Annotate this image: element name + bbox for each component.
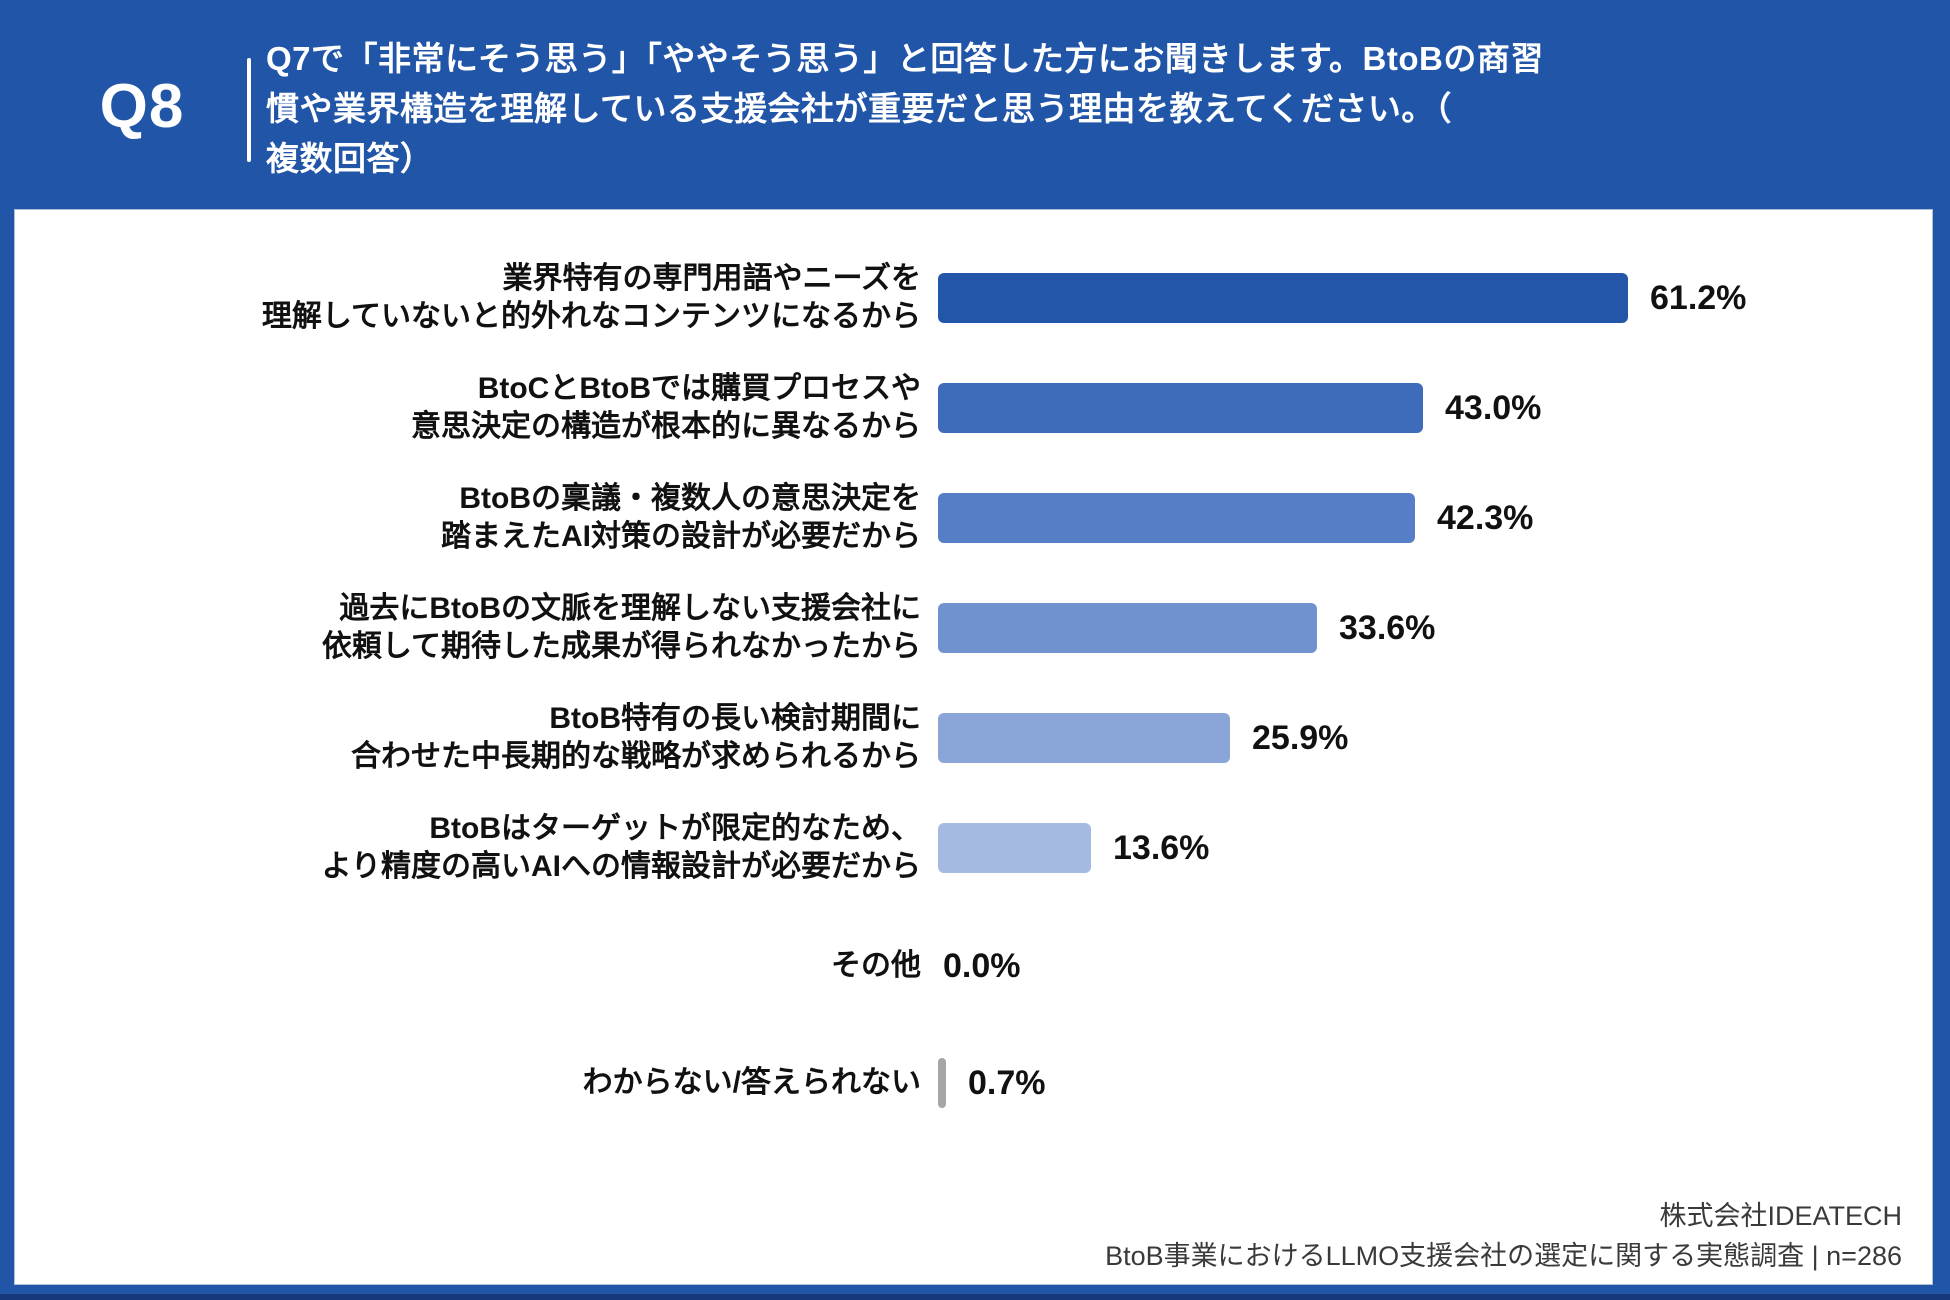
chart-row: その他 0.0% (15, 916, 1915, 1016)
category-label: BtoB特有の長い検討期間に 合わせた中長期的な戦略が求められるから (351, 702, 921, 773)
value-label: 33.6% (1339, 608, 1436, 647)
question-text: Q7で「非常にそう思う」「ややそう思う」と回答した方にお聞きします。BtoBの商… (266, 40, 1544, 177)
chart-row: BtoBはターゲットが限定的なため、 より精度の高いAIへの情報設計が必要だから… (15, 798, 1915, 898)
header-divider (247, 58, 251, 162)
chart-row: BtoB特有の長い検討期間に 合わせた中長期的な戦略が求められるから 25.9% (15, 688, 1915, 788)
value-label: 0.0% (943, 946, 1021, 985)
value-label: 13.6% (1113, 828, 1210, 867)
category-label: その他 (831, 949, 921, 982)
category-label: 業界特有の専門用語やニーズを 理解していないと的外れなコンテンツになるから (261, 262, 921, 333)
value-label: 61.2% (1650, 278, 1747, 317)
frame-bottom-edge (0, 1294, 1950, 1300)
bar (938, 273, 1628, 323)
company-name: 株式会社IDEATECH (1659, 1201, 1902, 1231)
category-label: BtoBはターゲットが限定的なため、 より精度の高いAIへの情報設計が必要だから (321, 812, 921, 883)
category-label: BtoCとBtoBでは購買プロセスや 意思決定の構造が根本的に異なるから (411, 372, 921, 443)
category-label: BtoBの稟議・複数人の意思決定を 踏まえたAI対策の設計が必要だから (441, 482, 921, 553)
source-footer: 株式会社IDEATECH BtoB事業におけるLLMO支援会社の選定に関する実態… (1105, 1196, 1902, 1276)
value-label: 0.7% (968, 1063, 1046, 1102)
bar (938, 713, 1230, 763)
value-label: 25.9% (1252, 718, 1349, 757)
question-header: Q8 Q7で「非常にそう思う」「ややそう思う」と回答した方にお聞きします。Bto… (0, 0, 1950, 209)
category-label: 過去にBtoBの文脈を理解しない支援会社に 依頼して期待した成果が得られなかった… (321, 592, 921, 663)
chart-row: わからない/答えられない 0.7% (15, 1033, 1915, 1133)
bar (938, 603, 1317, 653)
bar (938, 383, 1423, 433)
bar (938, 823, 1091, 873)
value-label: 43.0% (1445, 388, 1542, 427)
question-number: Q8 (99, 72, 185, 141)
chart-row: BtoBの稟議・複数人の意思決定を 踏まえたAI対策の設計が必要だから 42.3… (15, 468, 1915, 568)
chart-row: BtoCとBtoBでは購買プロセスや 意思決定の構造が根本的に異なるから 43.… (15, 358, 1915, 458)
category-label: わからない/答えられない (582, 1066, 921, 1099)
value-label: 42.3% (1437, 498, 1534, 537)
survey-name: BtoB事業におけるLLMO支援会社の選定に関する実態調査 | n=286 (1105, 1241, 1902, 1271)
bar (938, 1058, 946, 1108)
chart-row: 過去にBtoBの文脈を理解しない支援会社に 依頼して期待した成果が得られなかった… (15, 578, 1915, 678)
chart-row: 業界特有の専門用語やニーズを 理解していないと的外れなコンテンツになるから 61… (15, 248, 1915, 348)
chart-card: 業界特有の専門用語やニーズを 理解していないと的外れなコンテンツになるから 61… (14, 209, 1933, 1285)
bar (938, 493, 1415, 543)
